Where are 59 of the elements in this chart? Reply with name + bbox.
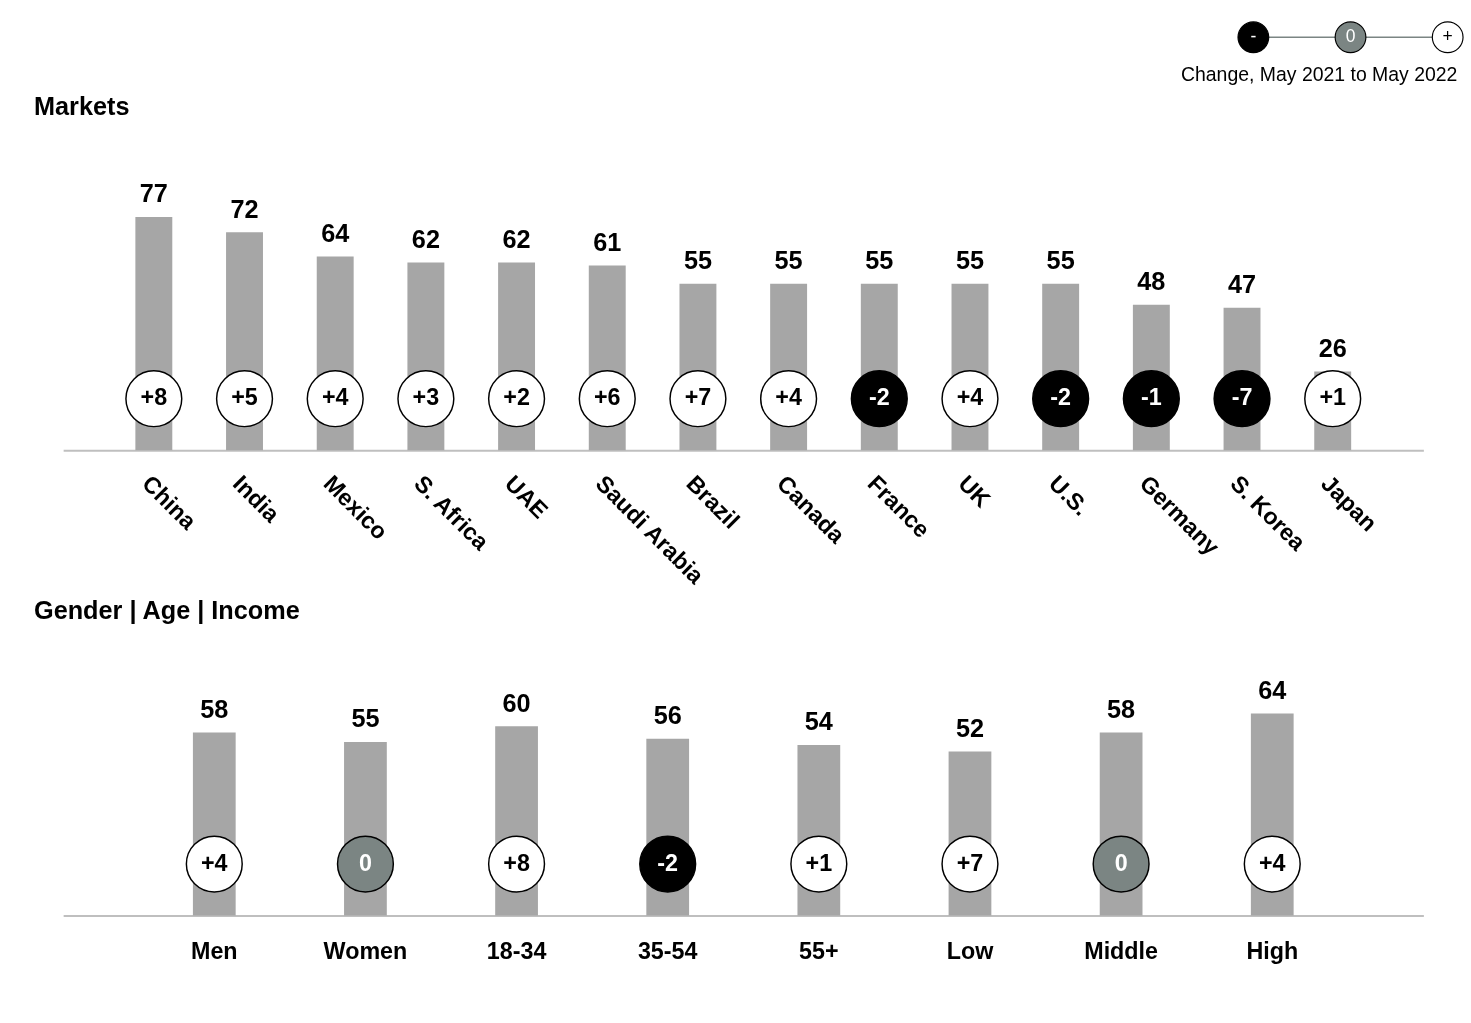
data-label: 62	[502, 224, 531, 253]
annotation: +4	[956, 384, 984, 411]
annotation: +4	[321, 384, 349, 411]
data-label: 58	[1107, 694, 1136, 723]
data-label: 64	[1258, 675, 1287, 704]
x-tick-label: Men	[190, 937, 238, 964]
annotation: +4	[201, 849, 228, 876]
data-label: 72	[230, 194, 259, 223]
x-tick-label: 55+	[799, 937, 839, 964]
data-label: 26	[1318, 333, 1347, 362]
data-label: 54	[804, 707, 833, 736]
data-label: 55	[865, 246, 894, 275]
annotation: +2	[503, 384, 530, 411]
annotation: +8	[140, 384, 168, 411]
annotation: +3	[412, 384, 440, 411]
x-tick-label: Middle	[1084, 937, 1159, 964]
annotation: -2	[657, 849, 679, 876]
annotation: -7	[1231, 384, 1253, 411]
annotation: -2	[1050, 384, 1072, 411]
data-label: 56	[653, 701, 682, 730]
annotation: 0	[358, 849, 372, 876]
x-tick-label: Low	[946, 937, 995, 964]
x-tick-label: High	[1246, 937, 1299, 964]
data-label: 55	[955, 246, 985, 275]
text: 0	[1345, 26, 1356, 47]
x-tick-label: 18-34	[486, 937, 547, 964]
data-label: 58	[200, 694, 229, 723]
data-label: 55	[1046, 246, 1075, 275]
annotation: 0	[1114, 849, 1128, 876]
data-label: 60	[502, 688, 531, 717]
x-tick-label: Women	[323, 937, 408, 964]
data-label: 64	[321, 218, 350, 247]
data-label: 55	[774, 246, 803, 275]
chart-title: Markets	[34, 91, 130, 120]
annotation: +4	[775, 384, 802, 411]
x-tick-label: 35-54	[637, 937, 698, 964]
annotation: -2	[868, 384, 890, 411]
data-label: 55	[683, 246, 712, 275]
annotation: +1	[805, 849, 833, 876]
text: +	[1442, 26, 1453, 47]
annotation: +6	[593, 384, 621, 411]
annotation: -1	[1140, 384, 1162, 411]
legend-title: Change, May 2021 to May 2022	[1180, 62, 1458, 85]
annotation: +4	[1258, 849, 1286, 876]
data-label: 48	[1137, 267, 1166, 296]
chart-title: Gender | Age | Income	[34, 596, 300, 625]
data-label: 61	[593, 227, 622, 256]
annotation: +8	[503, 849, 530, 876]
data-label: 47	[1227, 270, 1257, 299]
text: -	[1250, 26, 1257, 47]
data-label: 62	[411, 224, 440, 253]
data-label: 55	[351, 704, 380, 733]
annotation: +5	[231, 384, 258, 411]
data-label: 77	[139, 179, 168, 208]
data-label: 52	[955, 713, 985, 742]
annotation: +7	[684, 384, 712, 411]
annotation: +1	[1319, 384, 1347, 411]
x-tick-label: UK	[953, 470, 996, 513]
annotation: +7	[956, 849, 984, 876]
